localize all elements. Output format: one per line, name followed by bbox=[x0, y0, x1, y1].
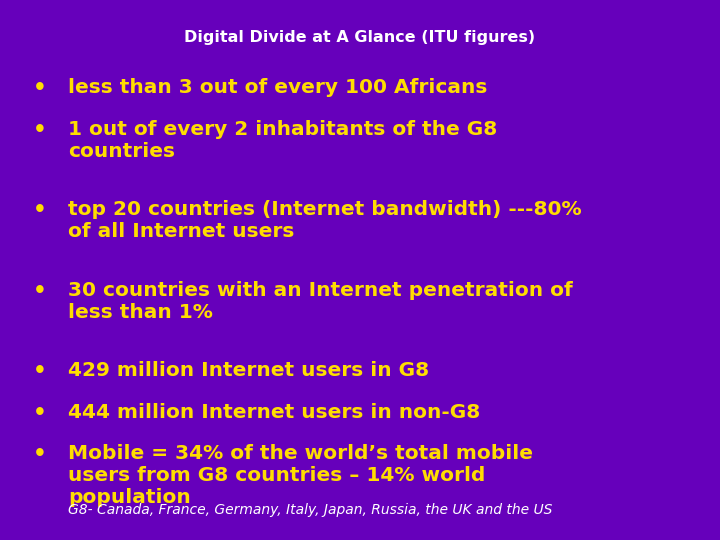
Text: •: • bbox=[32, 120, 47, 140]
Text: 1 out of every 2 inhabitants of the G8
countries: 1 out of every 2 inhabitants of the G8 c… bbox=[68, 120, 498, 161]
Text: •: • bbox=[32, 78, 47, 98]
Text: less than 3 out of every 100 Africans: less than 3 out of every 100 Africans bbox=[68, 78, 487, 97]
Text: 429 million Internet users in G8: 429 million Internet users in G8 bbox=[68, 361, 430, 380]
Text: top 20 countries (Internet bandwidth) ---80%
of all Internet users: top 20 countries (Internet bandwidth) --… bbox=[68, 200, 582, 241]
Text: G8- Canada, France, Germany, Italy, Japan, Russia, the UK and the US: G8- Canada, France, Germany, Italy, Japa… bbox=[68, 503, 553, 517]
Text: Mobile = 34% of the world’s total mobile
users from G8 countries – 14% world
pop: Mobile = 34% of the world’s total mobile… bbox=[68, 444, 534, 508]
Text: •: • bbox=[32, 361, 47, 381]
Text: •: • bbox=[32, 403, 47, 423]
Text: •: • bbox=[32, 281, 47, 301]
Text: Digital Divide at A Glance (ITU figures): Digital Divide at A Glance (ITU figures) bbox=[184, 30, 536, 45]
Text: 444 million Internet users in non-G8: 444 million Internet users in non-G8 bbox=[68, 403, 481, 422]
Text: •: • bbox=[32, 200, 47, 220]
Text: 30 countries with an Internet penetration of
less than 1%: 30 countries with an Internet penetratio… bbox=[68, 281, 573, 322]
Text: •: • bbox=[32, 444, 47, 464]
